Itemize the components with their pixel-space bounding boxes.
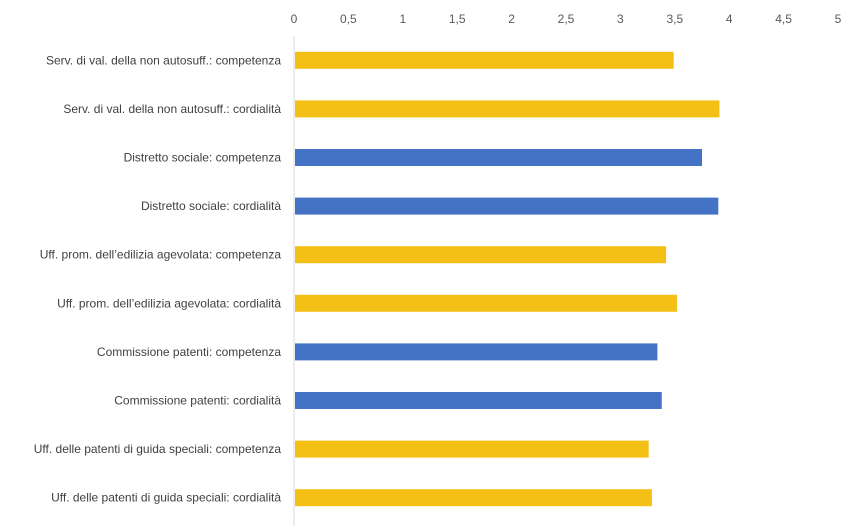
category-label: Distretto sociale: cordialità [141,199,281,213]
x-tick-label: 3 [617,12,624,26]
bar [295,392,662,409]
x-tick-label: 1 [399,12,406,26]
x-tick-label: 1,5 [449,12,466,26]
category-label: Uff. delle patenti di guida speciali: co… [51,491,281,505]
bar [295,51,674,69]
x-tick-label: 5 [835,12,841,26]
category-labels: Serv. di val. della non autosuff.: compe… [34,53,282,504]
bar [295,294,677,312]
x-tick-label: 0,5 [340,12,357,26]
category-label: Uff. delle patenti di guida speciali: co… [34,442,282,456]
bar [295,440,649,458]
x-tick-label: 0 [291,12,298,26]
bar [295,489,652,507]
bars-group [295,51,720,507]
x-tick-label: 3,5 [666,12,683,26]
category-label: Commissione patenti: cordialità [114,394,281,408]
category-label: Serv. di val. della non autosuff.: cordi… [63,102,281,116]
category-label: Distretto sociale: competenza [124,151,282,165]
category-label: Uff. prom. dell’edilizia agevolata: cord… [57,296,281,310]
x-tick-label: 2 [508,12,515,26]
category-label: Uff. prom. dell’edilizia agevolata: comp… [40,248,282,262]
x-tick-label: 4 [726,12,733,26]
bar [295,343,658,361]
bar [295,197,719,215]
bar [295,246,667,264]
category-label: Serv. di val. della non autosuff.: compe… [46,53,281,67]
x-tick-label: 4,5 [775,12,792,26]
x-tick-label: 2,5 [558,12,575,26]
bar [295,100,720,118]
bar [295,149,702,166]
category-label: Commissione patenti: competenza [97,345,281,359]
x-axis-ticks: 0 0,5 1 1,5 2 2,5 3 3,5 4 4,5 5 [291,12,841,26]
